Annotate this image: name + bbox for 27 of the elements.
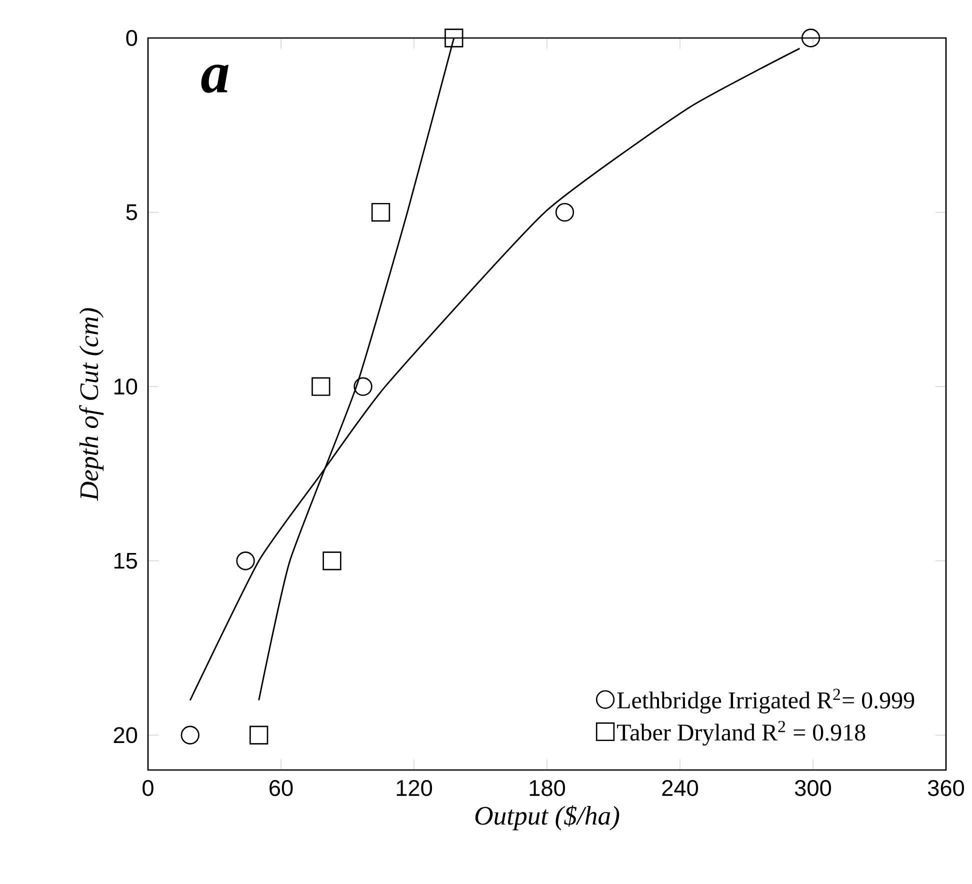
x-tick-label: 180 <box>530 780 566 796</box>
x-tick-label: 0 <box>142 780 154 796</box>
annotation: a <box>201 64 229 93</box>
y-tick-label: 20 <box>114 727 138 744</box>
legend-label: Lethbridge Irrigated R$^{2}$= 0.999 <box>617 688 914 714</box>
legend-label: Taber Dryland R$^{2}$ = 0.918 <box>617 720 866 746</box>
y-tick-label: 5 <box>126 204 137 220</box>
point <box>354 377 372 396</box>
y-tick-label: 0 <box>126 30 138 46</box>
x-axis-title: Output ($/ha) <box>475 805 620 830</box>
x-tick-label: 360 <box>928 780 964 796</box>
y-tick-label: 15 <box>114 552 137 569</box>
point <box>322 552 342 570</box>
point <box>371 202 390 222</box>
y-axis-title: Depth of Cut (cm) <box>79 308 104 501</box>
x-tick-label: 240 <box>662 780 698 796</box>
x-tick-label: 60 <box>270 780 293 796</box>
x-tick-label: 120 <box>396 780 432 796</box>
point <box>801 28 820 48</box>
point <box>236 552 255 570</box>
y-tick-label: 10 <box>114 378 138 395</box>
point <box>250 726 268 744</box>
point <box>180 726 200 744</box>
point <box>444 28 464 48</box>
point <box>312 377 330 396</box>
point <box>555 202 574 222</box>
x-tick-label: 300 <box>794 780 832 796</box>
